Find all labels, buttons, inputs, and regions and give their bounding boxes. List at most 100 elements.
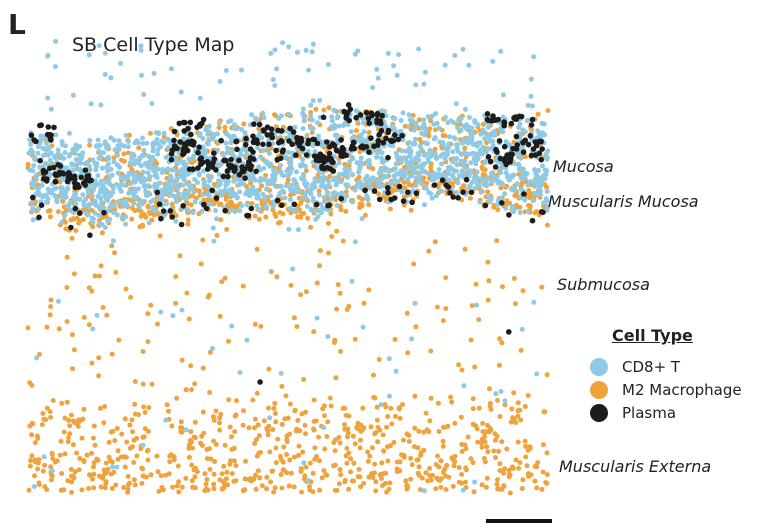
cell-point (375, 424, 381, 430)
cell-point (462, 145, 468, 151)
cell-point (233, 463, 239, 469)
cell-point (202, 151, 208, 157)
cell-point (73, 157, 79, 162)
cell-point (297, 207, 302, 213)
cell-point (495, 116, 502, 123)
cell-point (67, 175, 74, 181)
cell-point (283, 183, 289, 189)
cell-point (365, 197, 371, 203)
cell-point (395, 136, 402, 143)
cell-point (462, 158, 468, 164)
cell-point (29, 149, 35, 155)
cell-point (406, 146, 412, 152)
cell-point (499, 487, 505, 493)
cell-point (251, 476, 257, 482)
cell-point (229, 447, 235, 452)
cell-point (125, 150, 131, 156)
cell-point (224, 226, 230, 232)
cell-point (108, 75, 114, 81)
cell-point (287, 457, 293, 463)
cell-point (196, 172, 202, 178)
cell-point (86, 322, 92, 328)
cell-point (501, 470, 507, 476)
cell-point (286, 138, 292, 144)
cell-point (270, 427, 276, 433)
cell-point (191, 189, 197, 195)
cell-point (421, 175, 426, 181)
cell-point (445, 171, 451, 177)
cell-point (436, 125, 442, 131)
cell-point (188, 141, 194, 147)
cell-point (518, 195, 524, 201)
cell-point (166, 176, 172, 182)
cell-point (513, 457, 519, 463)
cell-point (140, 153, 146, 159)
cell-point (79, 435, 85, 441)
cell-point (138, 213, 144, 219)
cell-point (42, 462, 48, 468)
cell-point (46, 165, 53, 172)
cell-point (355, 474, 361, 480)
cell-point (316, 434, 322, 440)
cell-point (451, 463, 457, 469)
cell-point (146, 209, 152, 215)
cell-point (340, 238, 346, 244)
cell-point (380, 183, 386, 189)
cell-point (149, 101, 155, 106)
cell-point (71, 347, 77, 353)
cell-point (143, 474, 149, 480)
cell-point (64, 319, 70, 325)
cell-point (381, 108, 387, 114)
cell-point (90, 435, 96, 441)
cell-point (293, 152, 299, 158)
cell-point (268, 193, 274, 199)
cell-point (332, 448, 338, 454)
cell-point (59, 471, 65, 476)
cell-point (211, 481, 217, 487)
cell-point (475, 122, 481, 128)
cell-point (310, 489, 316, 495)
cell-point (387, 480, 393, 486)
cell-point (211, 238, 217, 244)
cell-point (453, 157, 459, 163)
cell-point (62, 143, 68, 149)
cell-point (539, 284, 545, 290)
cell-point (340, 149, 346, 156)
cell-point (494, 433, 500, 439)
cell-point (232, 122, 238, 128)
cell-point (539, 146, 545, 152)
cell-point (52, 193, 58, 198)
cell-point (233, 138, 240, 145)
cell-point (218, 137, 224, 144)
cell-point (257, 379, 263, 385)
cell-point (427, 473, 433, 478)
cell-point (111, 137, 117, 143)
cell-point (464, 168, 470, 173)
cell-point (456, 362, 462, 368)
cell-point (404, 431, 410, 437)
cell-point (363, 110, 370, 116)
cell-point (76, 152, 82, 158)
cell-point (239, 67, 244, 73)
cell-point (56, 298, 61, 304)
cell-point (174, 395, 180, 401)
cell-point (257, 178, 263, 184)
cell-point (104, 312, 110, 318)
cell-point (272, 83, 278, 88)
cell-point (400, 137, 406, 143)
cell-point (258, 154, 264, 160)
cell-point (144, 140, 150, 146)
cell-point (221, 463, 227, 469)
cell-point (188, 363, 194, 369)
cell-point (354, 128, 359, 134)
cell-point (384, 444, 390, 450)
cell-point (540, 469, 546, 475)
cell-point (70, 442, 76, 448)
cell-point (91, 471, 97, 477)
legend-swatch-cd8-t (590, 357, 608, 376)
cell-point (207, 178, 213, 184)
cell-point (192, 199, 198, 205)
cell-point (361, 300, 367, 306)
cell-point (89, 360, 95, 366)
cell-point (123, 214, 129, 220)
